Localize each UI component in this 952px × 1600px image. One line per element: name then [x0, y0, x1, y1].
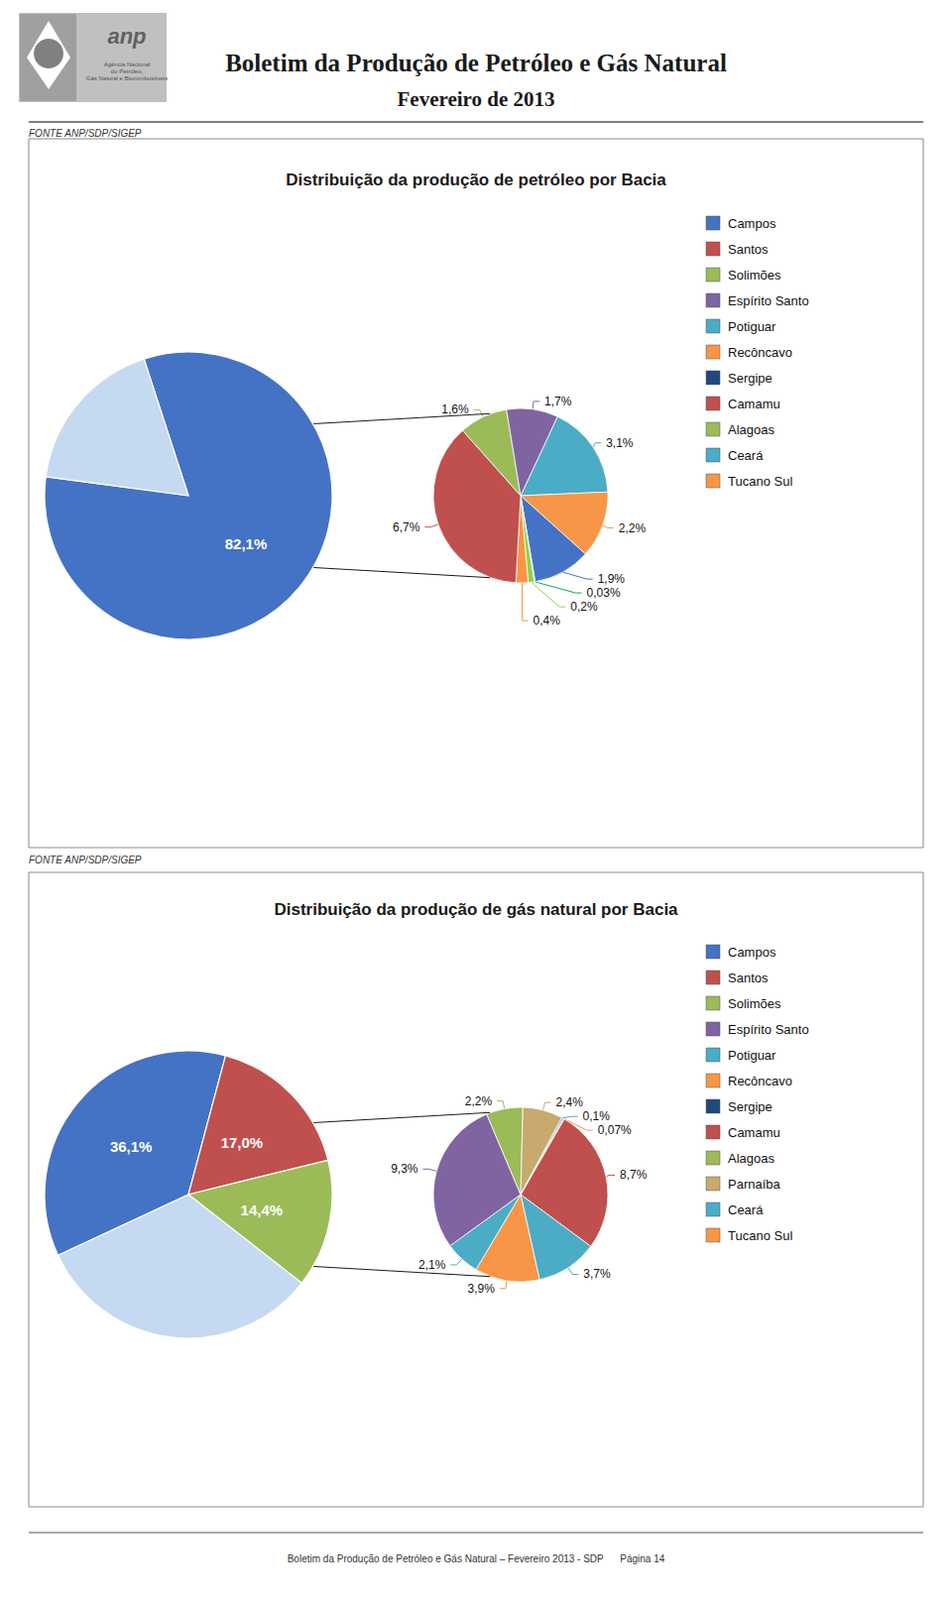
- svg-text:0,03%: 0,03%: [587, 586, 621, 600]
- svg-text:Solimões: Solimões: [727, 267, 782, 283]
- svg-text:do Petróleo,: do Petróleo,: [111, 68, 144, 75]
- svg-text:Alagoas: Alagoas: [727, 422, 775, 438]
- svg-text:Espírito Santo: Espírito Santo: [727, 1022, 810, 1038]
- svg-text:2,2%: 2,2%: [618, 521, 647, 536]
- svg-text:1,6%: 1,6%: [441, 402, 470, 417]
- svg-text:2,1%: 2,1%: [418, 1258, 447, 1273]
- svg-text:FONTE ANP/SDP/SIGEP: FONTE ANP/SDP/SIGEP: [28, 127, 142, 139]
- svg-text:Ceará: Ceará: [727, 1202, 764, 1218]
- svg-text:0,2%: 0,2%: [570, 599, 598, 614]
- svg-text:Camamu: Camamu: [727, 1125, 781, 1141]
- svg-text:Camamu: Camamu: [727, 396, 781, 412]
- svg-text:Potiguar: Potiguar: [727, 319, 777, 335]
- svg-text:Alagoas: Alagoas: [727, 1151, 775, 1167]
- svg-text:Recôncavo: Recôncavo: [727, 345, 793, 360]
- svg-text:Sergipe: Sergipe: [727, 370, 773, 386]
- svg-text:1,7%: 1,7%: [544, 394, 573, 409]
- svg-text:Boletim da Produção de Petróle: Boletim da Produção de Petróleo e Gás Na…: [287, 1553, 666, 1565]
- svg-text:1,9%: 1,9%: [597, 572, 626, 587]
- svg-text:14,4%: 14,4%: [240, 1201, 284, 1219]
- svg-text:Campos: Campos: [727, 216, 777, 232]
- svg-text:9,3%: 9,3%: [390, 1162, 419, 1177]
- svg-text:Agência Nacional: Agência Nacional: [104, 61, 151, 68]
- svg-text:Santos: Santos: [727, 241, 769, 257]
- svg-text:2,4%: 2,4%: [556, 1095, 585, 1110]
- svg-text:0,4%: 0,4%: [533, 613, 562, 628]
- svg-text:Recôncavo: Recôncavo: [727, 1073, 793, 1089]
- svg-text:Parnaíba: Parnaíba: [727, 1177, 782, 1192]
- svg-text:Boletim da Produção de Petróle: Boletim da Produção de Petróleo e Gás Na…: [225, 49, 727, 77]
- svg-text:82,1%: 82,1%: [225, 535, 268, 553]
- svg-text:3,9%: 3,9%: [467, 1282, 495, 1297]
- svg-text:Espírito Santo: Espírito Santo: [727, 293, 810, 309]
- svg-text:FONTE ANP/SDP/SIGEP: FONTE ANP/SDP/SIGEP: [28, 854, 142, 866]
- svg-text:3,1%: 3,1%: [605, 436, 634, 451]
- svg-text:Sergipe: Sergipe: [727, 1099, 773, 1115]
- svg-text:anp: anp: [107, 23, 146, 49]
- svg-text:Gás Natural e Biocombustíveis: Gás Natural e Biocombustíveis: [86, 75, 168, 82]
- svg-text:Fevereiro de 2013: Fevereiro de 2013: [396, 87, 555, 112]
- svg-text:Tucano Sul: Tucano Sul: [727, 1228, 793, 1244]
- svg-text:Distribuição da produção de pe: Distribuição da produção de petróleo por…: [285, 170, 667, 190]
- svg-text:6,7%: 6,7%: [392, 520, 421, 535]
- svg-text:Santos: Santos: [727, 970, 769, 986]
- svg-text:2,2%: 2,2%: [465, 1094, 493, 1109]
- svg-text:3,7%: 3,7%: [583, 1267, 611, 1282]
- svg-text:Potiguar: Potiguar: [727, 1048, 777, 1064]
- svg-text:Ceará: Ceará: [727, 448, 764, 464]
- svg-text:0,07%: 0,07%: [597, 1123, 632, 1138]
- svg-text:Distribuição da produção de gá: Distribuição da produção de gás natural …: [273, 900, 679, 920]
- svg-text:0,1%: 0,1%: [583, 1109, 611, 1124]
- svg-text:Solimões: Solimões: [727, 996, 782, 1012]
- svg-text:8,7%: 8,7%: [619, 1168, 648, 1183]
- svg-text:Campos: Campos: [727, 945, 777, 960]
- svg-text:17,0%: 17,0%: [221, 1134, 264, 1152]
- svg-text:36,1%: 36,1%: [110, 1138, 153, 1156]
- svg-text:Tucano Sul: Tucano Sul: [727, 474, 793, 489]
